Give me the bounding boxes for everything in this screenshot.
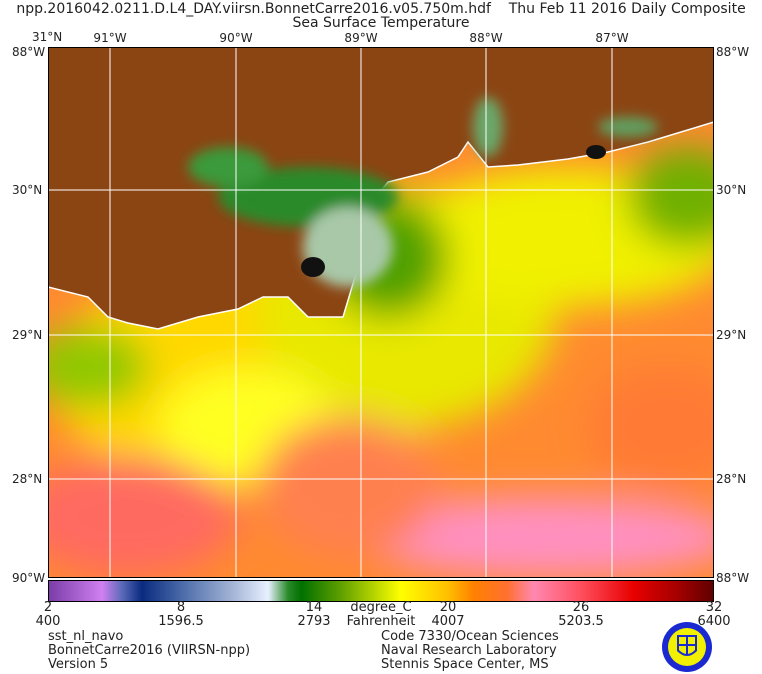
corner-lon-top-left: 88°W (12, 45, 46, 59)
footer-left-3: Version 5 (48, 657, 109, 672)
lat-label-left: 29°N (12, 328, 43, 342)
lat-label-right: 30°N (716, 183, 747, 197)
c-tick: 2 (43, 600, 53, 615)
lon-label: 89°W (344, 31, 378, 45)
corner-lon-top-right: 88°W (716, 45, 750, 59)
product-title: Sea Surface Temperature (292, 15, 470, 31)
f-tick: 4007 (431, 614, 465, 629)
c-tick: 8 (176, 600, 186, 615)
f-tick: 400 (35, 614, 61, 629)
f-tick: 2793 (297, 614, 331, 629)
graticule (48, 47, 714, 578)
c-tick: 26 (572, 600, 590, 615)
lat-label-left: 30°N (12, 183, 43, 197)
c-tick: 20 (439, 600, 457, 615)
corner-lat-top-left: 31°N (32, 30, 63, 44)
corner-lon-bottom-right: 88°W (716, 571, 750, 585)
lake-dark (301, 257, 325, 277)
lon-label: 88°W (469, 31, 503, 45)
map-frame (48, 47, 714, 578)
bay-dark (586, 145, 606, 159)
unit-celsius: degree_C (350, 600, 412, 615)
lon-label: 87°W (595, 31, 629, 45)
f-tick: 5203.5 (558, 614, 604, 629)
lon-label: 90°W (219, 31, 253, 45)
f-tick: 6400 (697, 614, 731, 629)
footer-left-2: BonnetCarre2016 (VIIRSN-npp) (48, 643, 251, 658)
coastal-marsh (188, 97, 658, 287)
footer-right-3: Stennis Space Center, MS (381, 657, 549, 672)
footer-right-2: Naval Research Laboratory (381, 643, 557, 658)
c-tick: 14 (305, 600, 323, 615)
c-tick: 32 (705, 600, 723, 615)
corner-lon-bottom-left: 90°W (12, 571, 46, 585)
filename: npp.2016042.0211.D.L4_DAY.viirsn.BonnetC… (16, 1, 491, 17)
footer-left-1: sst_nl_navo (48, 629, 124, 644)
colorbar (48, 580, 714, 602)
lat-label-left: 28°N (12, 472, 43, 486)
nrl-seal-logo (662, 622, 712, 672)
composite-label: Thu Feb 11 2016 Daily Composite (508, 1, 746, 17)
footer-right-1: Code 7330/Ocean Sciences (381, 629, 559, 644)
lat-label-right: 29°N (716, 328, 747, 342)
sst-map (48, 47, 714, 578)
lat-label-right: 28°N (716, 472, 747, 486)
lon-label: 91°W (93, 31, 127, 45)
header-title: npp.2016042.0211.D.L4_DAY.viirsn.BonnetC… (16, 2, 745, 16)
unit-fahrenheit: Fahrenheit (346, 614, 416, 629)
f-tick: 1596.5 (158, 614, 204, 629)
